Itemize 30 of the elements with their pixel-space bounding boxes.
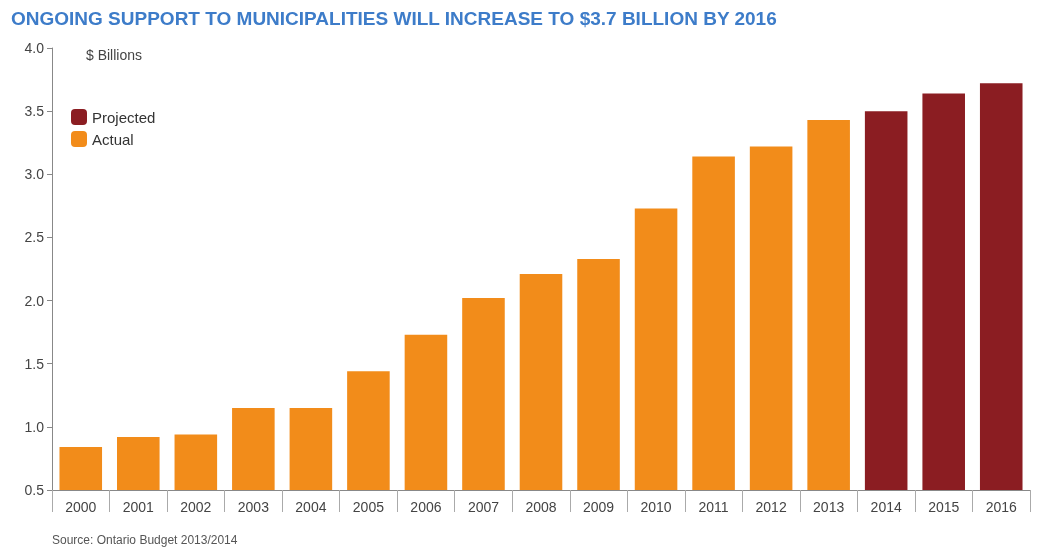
- y-tick-label: 2.0: [24, 292, 45, 309]
- x-tick-label: 2004: [295, 499, 327, 515]
- x-tick-label: 2006: [410, 499, 442, 515]
- x-tick-label: 2007: [467, 499, 500, 515]
- x-tick-label: 2013: [813, 499, 845, 515]
- x-tick-label: 2016: [985, 499, 1018, 515]
- x-tick-label: 2001: [122, 499, 155, 515]
- x-tick-label: 2009: [582, 499, 615, 515]
- y-axis-title: $ Billions: [86, 47, 143, 63]
- x-tick-label: 2000: [65, 499, 97, 515]
- x-tick-label: 2010: [640, 499, 672, 515]
- x-tick-label: 2014: [870, 499, 902, 515]
- x-tick-label: 2005: [352, 499, 385, 515]
- y-tick-label: 1.0: [24, 418, 45, 435]
- y-tick-label: 3.0: [24, 166, 45, 183]
- x-tick-label: 2003: [237, 499, 270, 515]
- y-tick-label: 3.5: [24, 103, 45, 120]
- y-tick-label: 4.0: [24, 40, 45, 56]
- legend-label: Projected: [92, 108, 156, 126]
- y-tick-label: 1.5: [24, 355, 45, 372]
- source-note: Source: Ontario Budget 2013/2014: [52, 533, 238, 547]
- x-tick-label: 2011: [698, 499, 729, 515]
- x-tick-label: 2002: [180, 499, 212, 515]
- legend-label: Actual: [92, 130, 134, 148]
- y-tick-label: 2.5: [24, 229, 45, 246]
- x-tick-label: 2008: [525, 499, 557, 515]
- chart-title: ONGOING SUPPORT TO MUNICIPALITIES WILL INCREASE TO $3.7 BILLION BY 2016: [11, 8, 777, 29]
- x-tick-label: 2012: [755, 499, 787, 515]
- x-tick-label: 2015: [928, 499, 960, 515]
- y-tick-label: 0.5: [24, 482, 45, 498]
